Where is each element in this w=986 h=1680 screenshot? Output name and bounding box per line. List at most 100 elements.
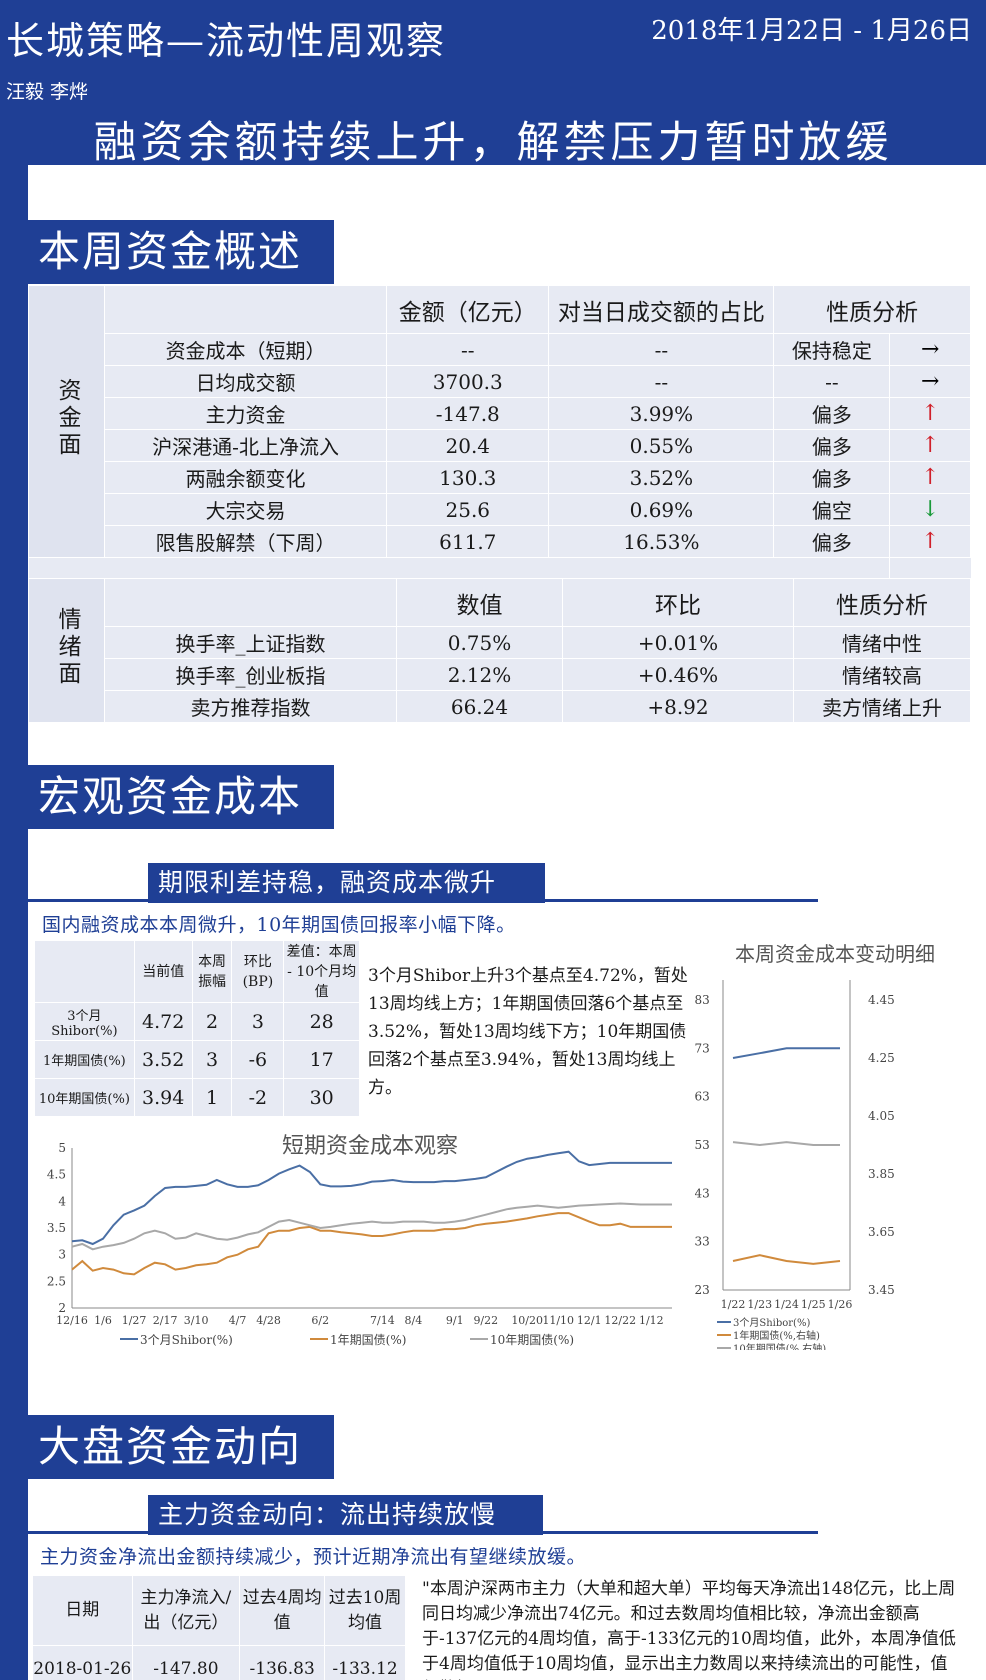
series-line-2 [71, 1212, 672, 1276]
arrow-right-icon: → [921, 369, 940, 394]
arrow-up-icon: ↑ [921, 401, 940, 426]
macro-summary: 国内融资成本本周微升，10年期国债回报率小幅下降。 [42, 914, 516, 936]
table-row: 主力资金 -147.8 3.99% 偏多 ↑ [29, 397, 971, 430]
table-row: 资金成本（短期） -- -- 保持稳定 → [29, 333, 971, 366]
table-row: 限售股解禁（下周） 611.7 16.53% 偏多 ↑ [29, 525, 971, 558]
arrow-up-icon: ↑ [921, 465, 940, 490]
flow-table: 日期 主力净流入/出（亿元） 过去4周均值 过去10周均值 2018-01-26… [32, 1575, 406, 1680]
x-tick-label: 9/22 [473, 1314, 498, 1327]
y-right-tick-label: 3.65 [868, 1225, 895, 1239]
table-row: 换手率_创业板指 2.12% +0.46% 情绪较高 [29, 658, 971, 691]
section-title-overview: 本周资金概述 [28, 220, 334, 284]
y-tick-label: 4.5 [47, 1168, 66, 1182]
flow-table-header: 日期 主力净流入/出（亿元） 过去4周均值 过去10周均值 [32, 1575, 406, 1646]
series-line-3 [71, 1202, 672, 1251]
table-row: 两融余额变化 130.3 3.52% 偏多 ↑ [29, 461, 971, 494]
x-tick-label: 1/6 [94, 1314, 112, 1327]
x-tick-label: 2/17 [153, 1314, 178, 1327]
y-tick-label: 4 [58, 1194, 66, 1208]
section-title-market: 大盘资金动向 [28, 1415, 334, 1479]
funds-table-header: 资金面 金额（亿元） 对当日成交额的占比 性质分析 [28, 285, 971, 558]
legend-label: 1年期国债(%,右轴) [733, 1329, 820, 1342]
report-date: 2018年1月22日 - 1月26日 [651, 16, 972, 46]
x-tick-label: 4/28 [256, 1314, 281, 1327]
table-row: 1年期国债(%) 3.52 3 -6 17 [34, 1040, 360, 1079]
sentiment-table-header: 情绪面 数值 环比 性质分析 [28, 578, 971, 723]
x-tick-label: 3/10 [184, 1314, 209, 1327]
report-headline: 融资余额持续上升，解禁压力暂时放缓 [93, 118, 893, 168]
section-title-macro: 宏观资金成本 [28, 765, 334, 829]
y-tick-label: 5 [58, 1141, 66, 1155]
series-line-1 [71, 1150, 672, 1246]
y-right-tick-label: 4.05 [868, 1109, 895, 1123]
arrow-down-icon: ↓ [921, 497, 940, 522]
series-line-2 [732, 1254, 841, 1265]
x-tick-label: 1/23 [747, 1298, 772, 1311]
y-right-tick-label: 3.45 [868, 1283, 895, 1297]
x-tick-label: 1/22 [721, 1298, 746, 1311]
x-tick-label: 11/10 [542, 1314, 574, 1327]
table-row: 沪深港通-北上净流入 20.4 0.55% 偏多 ↑ [29, 429, 971, 462]
subtitle-macro: 期限利差持稳，融资成本微升 [148, 863, 545, 903]
y-right-tick-label: 4.45 [868, 993, 895, 1007]
funds-header-amount: 金额（亿元） [386, 285, 550, 334]
table-row: 3个月Shibor(%) 4.72 2 3 28 [34, 1002, 360, 1041]
y-tick-label: 2 [58, 1301, 66, 1315]
table-row: 10年期国债(%) 3.94 1 -2 30 [34, 1078, 360, 1117]
x-tick-label: 12/22 [604, 1314, 636, 1327]
y-tick-label: 2.5 [47, 1274, 66, 1288]
legend-label: 3个月Shibor(%) [733, 1317, 810, 1329]
sentiment-header-value: 数值 [396, 578, 563, 627]
arrow-up-icon: ↑ [921, 433, 940, 458]
funds-header-ratio: 对当日成交额的占比 [548, 285, 775, 334]
y-right-tick-label: 4.25 [868, 1051, 895, 1065]
chart-title-shortterm: 短期资金成本观察 [281, 1134, 458, 1159]
arrow-right-icon: → [921, 337, 940, 362]
y-left-tick-label: 4.83 [695, 993, 710, 1007]
y-tick-label: 3 [58, 1248, 66, 1262]
series-line-3 [732, 1141, 840, 1147]
report-authors: 汪毅 李烨 [6, 81, 89, 103]
subtitle-underline [28, 899, 818, 902]
funds-header-nature: 性质分析 [773, 285, 971, 334]
table-row: 大宗交易 25.6 0.69% 偏空 ↓ [29, 493, 971, 526]
y-left-tick-label: 4.53 [695, 1138, 710, 1152]
sentiment-header-nature: 性质分析 [793, 578, 971, 627]
rate-table-header: 当前值 本周振幅 环比(BP) 差值：本周 - 10个月均值 [34, 940, 360, 1003]
legend-label: 3个月Shibor(%) [140, 1333, 233, 1347]
x-tick-label: 12/16 [56, 1314, 88, 1327]
x-tick-label: 9/1 [446, 1314, 464, 1327]
x-tick-label: 1/26 [828, 1298, 853, 1311]
y-left-tick-label: 4.23 [695, 1283, 710, 1297]
rate-table: 当前值 本周振幅 环比(BP) 差值：本周 - 10个月均值 3个月Shibor… [34, 940, 360, 1117]
x-tick-label: 1/24 [774, 1298, 799, 1311]
x-tick-label: 1/27 [122, 1314, 147, 1327]
legend-label: 10年期国债(%) [490, 1333, 574, 1347]
market-quote: "本周沪深两市主力（大单和超大单）平均每天净流出148亿元，比上周同日均减少净流… [422, 1579, 956, 1680]
x-tick-label: 1/25 [801, 1298, 826, 1311]
y-right-tick-label: 3.85 [868, 1167, 895, 1181]
y-left-tick-label: 4.33 [695, 1235, 710, 1249]
x-tick-label: 12/1 [577, 1314, 602, 1327]
macro-paragraph: 3个月Shibor上升3个基点至4.72%，暂处13周均线上方；1年期国债回落6… [368, 966, 688, 1098]
sentiment-table: 情绪面 数值 环比 性质分析 换手率_上证指数 0.75% +0.01% 情绪中… [28, 578, 971, 723]
table-row: 日均成交额 3700.3 -- -- → [29, 365, 971, 398]
funds-side-text: 资金面 [54, 378, 80, 459]
subtitle-market: 主力资金动向：流出持续放慢 [148, 1495, 543, 1535]
x-tick-label: 8/4 [405, 1314, 423, 1327]
legend-label: 1年期国债(%) [330, 1333, 406, 1347]
legend-label: 10年期国债(%,右轴) [733, 1342, 826, 1350]
sentiment-side-text: 情绪面 [54, 607, 80, 688]
x-tick-label: 6/2 [311, 1314, 329, 1327]
series-line-1 [732, 1047, 840, 1059]
x-tick-label: 10/20 [511, 1314, 543, 1327]
table-row: 卖方推荐指数 66.24 +8.92 卖方情绪上升 [29, 690, 971, 723]
y-left-tick-label: 4.63 [695, 1090, 710, 1104]
x-tick-label: 1/12 [639, 1314, 664, 1327]
sentiment-side-label: 情绪面 [28, 578, 105, 723]
table-row: 换手率_上证指数 0.75% +0.01% 情绪中性 [29, 626, 971, 659]
x-tick-label: 4/7 [229, 1314, 247, 1327]
shortterm-cost-chart: 2 2.5 3 3.5 4 4.5 5 12/16 1/6 1/27 2/17 3/10 4/7 4/28… [47, 1141, 672, 1327]
report-title: 长城策略—流动性周观察 [6, 19, 447, 63]
y-left-tick-label: 4.43 [695, 1186, 710, 1200]
